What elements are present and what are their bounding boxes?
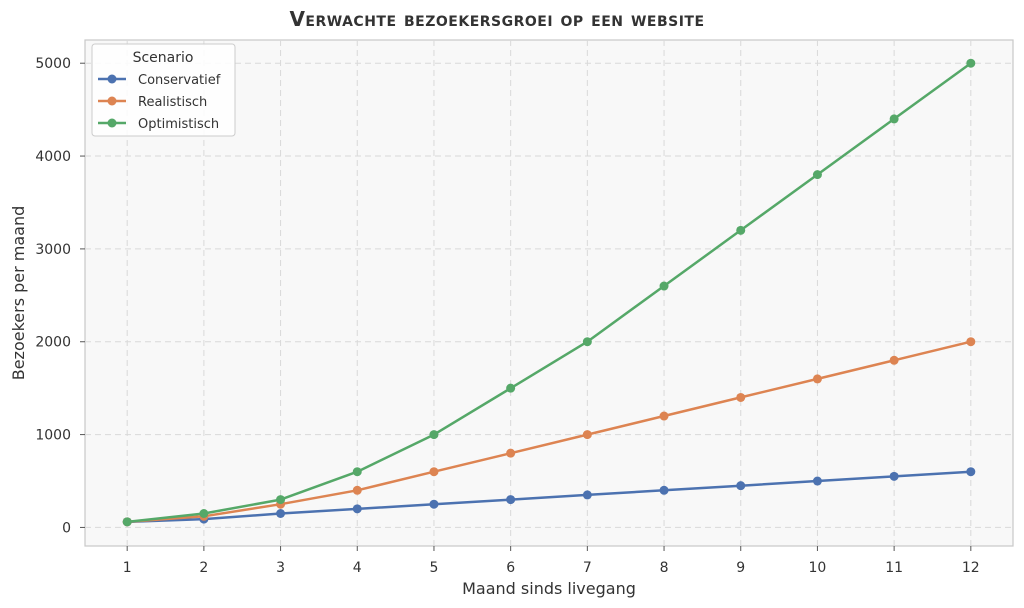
legend-items: Conservatief Realistisch Optimistisch <box>98 73 221 132</box>
data-point <box>276 495 286 505</box>
data-point <box>582 490 592 500</box>
x-tick-label: 6 <box>506 560 515 576</box>
data-point <box>506 448 516 458</box>
x-tick-label: 11 <box>885 560 903 576</box>
data-point <box>812 170 822 180</box>
data-point <box>736 481 746 491</box>
series-line <box>127 470 971 524</box>
data-point <box>889 471 899 481</box>
series-optimistisch <box>122 58 976 527</box>
x-tick-label: 3 <box>276 560 285 576</box>
legend-entry: Realistisch <box>138 95 207 110</box>
data-point <box>122 517 132 527</box>
y-tick-label: 4000 <box>35 149 71 165</box>
x-tick-label: 1 <box>123 560 132 576</box>
data-point <box>889 355 899 365</box>
y-tick-label: 3000 <box>35 242 71 258</box>
x-tick-label: 9 <box>736 560 745 576</box>
data-point <box>352 504 362 514</box>
y-tick-label: 2000 <box>35 335 71 351</box>
legend-box <box>91 43 236 137</box>
data-point <box>812 374 822 384</box>
grid <box>85 40 1013 546</box>
data-point <box>736 392 746 402</box>
series-line <box>127 62 972 524</box>
data-point <box>352 485 362 495</box>
y-tick-label: 0 <box>62 520 71 536</box>
data-point <box>966 337 976 347</box>
data-point <box>812 476 822 486</box>
legend-swatch-marker <box>107 74 117 84</box>
y-tick-label: 1000 <box>35 428 71 444</box>
y-axis-label: Bezoekers per maand <box>9 206 28 381</box>
x-axis-label: Maand sinds livegang <box>462 579 636 598</box>
x-tick-label: 10 <box>809 560 827 576</box>
data-point <box>582 430 592 440</box>
data-point <box>506 495 516 505</box>
data-point <box>966 58 976 68</box>
data-point <box>736 225 746 235</box>
x-axis-ticks: 1 2 3 4 5 6 7 8 9 10 11 12 <box>123 546 980 576</box>
series-conservatief <box>122 467 976 527</box>
data-point <box>582 337 592 347</box>
data-point <box>199 509 209 519</box>
plot-area <box>84 39 1014 547</box>
legend-entry: Optimistisch <box>138 117 219 132</box>
data-point <box>429 467 439 477</box>
legend: Scenario Conservatief Realistisch Optimist… <box>91 43 236 137</box>
data-point <box>506 383 516 393</box>
legend-swatch-marker <box>107 118 117 128</box>
data-point <box>659 281 669 291</box>
data-point <box>276 509 286 519</box>
chart-title: Verwachte bezoekersgroei op een website <box>289 7 704 31</box>
data-point <box>429 430 439 440</box>
x-tick-label: 8 <box>660 560 669 576</box>
legend-title: Scenario <box>133 50 194 66</box>
y-axis-ticks: 0 1000 2000 3000 4000 5000 <box>35 56 85 536</box>
legend-entry: Conservatief <box>138 73 221 88</box>
x-tick-label: 7 <box>583 560 592 576</box>
x-tick-label: 5 <box>429 560 438 576</box>
x-tick-label: 12 <box>962 560 980 576</box>
x-tick-label: 2 <box>199 560 208 576</box>
data-point <box>889 114 899 124</box>
series-layer <box>122 58 976 527</box>
y-tick-label: 5000 <box>35 56 71 72</box>
series-line <box>127 340 972 524</box>
data-point <box>659 485 669 495</box>
x-tick-label: 4 <box>353 560 362 576</box>
data-point <box>352 467 362 477</box>
legend-swatch-marker <box>107 96 117 106</box>
data-point <box>429 499 439 509</box>
data-point <box>659 411 669 421</box>
data-point <box>966 467 976 477</box>
